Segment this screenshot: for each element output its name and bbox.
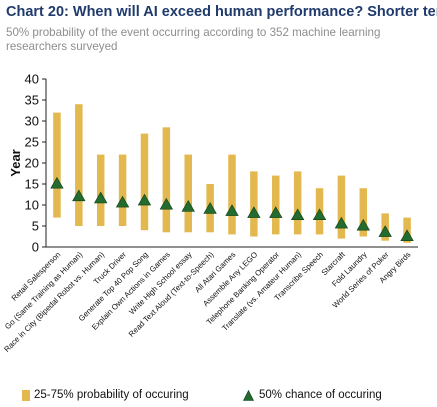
median-marker xyxy=(356,218,370,231)
chart-title: Chart 20: When will AI exceed human perf… xyxy=(6,4,437,20)
legend-label-range: 25-75% probability of occuring xyxy=(34,389,189,401)
range-bar xyxy=(96,154,105,226)
range-bar xyxy=(359,188,368,237)
y-tick-label: 30 xyxy=(25,114,39,129)
range-bar xyxy=(250,171,258,237)
legend-swatch-median xyxy=(243,389,254,401)
range-bar xyxy=(75,104,83,226)
range-bar xyxy=(53,112,61,218)
range-bar xyxy=(337,175,346,239)
median-marker xyxy=(225,204,239,216)
legend-item-range: 25-75% probability of occuring xyxy=(22,389,189,401)
legend-label-median: 50% chance of occuring xyxy=(259,389,382,401)
median-marker xyxy=(290,208,305,221)
range-bar xyxy=(272,175,280,235)
chart-subtitle: 50% probability of the event occurring a… xyxy=(6,26,381,53)
y-tick-label: 10 xyxy=(25,198,39,213)
median-marker xyxy=(159,197,174,210)
y-tick-label: 0 xyxy=(32,240,39,255)
y-tick-label: 5 xyxy=(32,219,39,234)
range-bar xyxy=(184,154,192,233)
range-bar xyxy=(162,127,171,233)
median-marker xyxy=(378,225,392,237)
y-tick-label: 35 xyxy=(25,93,39,108)
median-marker xyxy=(181,199,195,212)
y-tick-label: 15 xyxy=(25,177,39,192)
median-marker xyxy=(115,195,130,208)
legend-swatch-range xyxy=(22,389,30,401)
range-bar xyxy=(293,171,302,235)
median-marker xyxy=(50,176,64,189)
median-marker xyxy=(269,206,283,218)
median-marker xyxy=(247,206,261,218)
median-marker xyxy=(203,202,217,214)
range-bar xyxy=(118,154,127,226)
y-tick-label: 40 xyxy=(25,72,39,87)
median-marker xyxy=(312,208,327,221)
median-marker xyxy=(334,216,349,229)
median-marker xyxy=(72,189,86,202)
range-bar xyxy=(140,133,149,231)
median-marker xyxy=(137,193,152,206)
y-tick-label: 20 xyxy=(25,156,39,171)
median-marker xyxy=(400,229,414,242)
legend-item-median: 50% chance of occuring xyxy=(243,389,382,401)
y-tick-label: 25 xyxy=(25,135,39,150)
range-bar xyxy=(228,154,236,235)
median-marker xyxy=(94,191,108,204)
y-axis-title: Year xyxy=(8,149,23,176)
